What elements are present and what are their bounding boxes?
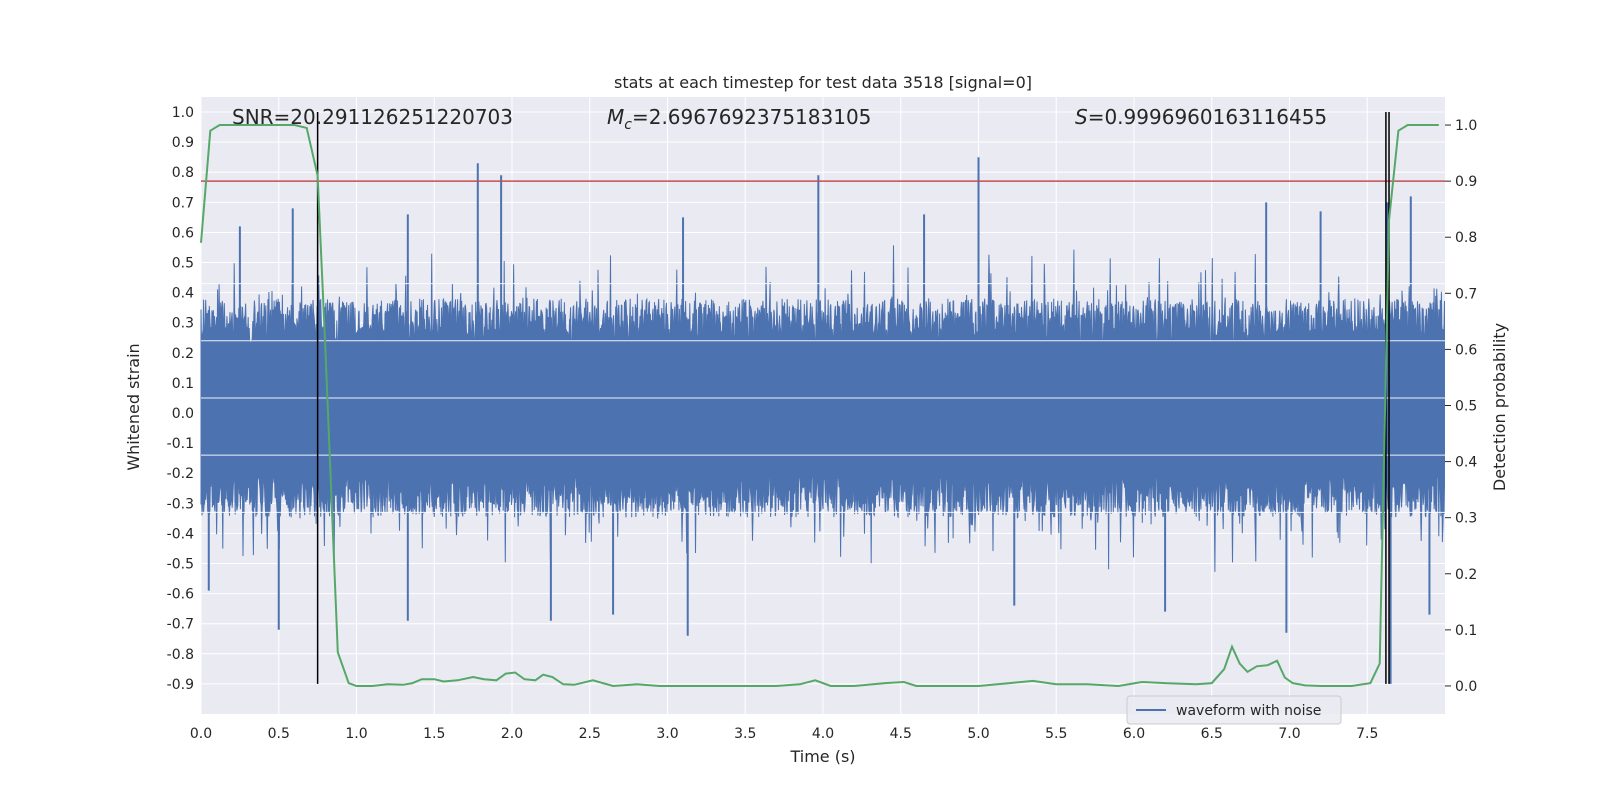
y-tick-label: 0.6 [172,225,194,241]
y-tick-label: -0.8 [167,647,194,663]
stat-s-annotation: S=0.9996960163116455 [1075,105,1327,129]
y2-tick-label: 0.4 [1455,455,1477,471]
y-tick-label: -0.9 [167,677,194,693]
y-tick-label: 0.9 [172,135,194,151]
x-tick-label: 0.5 [268,726,290,742]
chart-title: stats at each timestep for test data 351… [614,73,1032,92]
y2-tick-label: 0.5 [1455,399,1477,415]
probability-line [200,124,1439,688]
y-tick-label: -0.6 [167,587,194,603]
y2-tick-label: 0.1 [1455,623,1477,639]
y2-tick-label: 0.9 [1455,174,1477,190]
y-tick-label: -0.4 [167,526,194,542]
y-tick-label: 0.7 [172,195,194,211]
y-tick-label: 0.8 [172,165,194,181]
y2-tick-label: 0.6 [1455,342,1477,358]
x-axis-ticks: 0.0 0.5 1.0 1.5 2.0 2.5 3.0 3.5 4.0 4.5 5.0 5.5 6.0 6… [190,726,1379,742]
x-tick-label: 1.5 [423,726,445,742]
x-tick-label: 7.5 [1356,726,1378,742]
legend-box [1126,695,1342,725]
y-tick-label: -0.3 [167,496,194,512]
right-axis-ticks: 0.0 0.1 0.2 0.3 0.4 0.5 0.6 0.7 0.8 0.9 1.0 [1445,118,1477,695]
y-tick-label: 0.1 [172,376,194,392]
x-tick-label: 4.5 [890,726,912,742]
stat-s-symbol: S [1075,105,1088,129]
y2-tick-label: 0.0 [1455,679,1477,695]
x-tick-label: 2.0 [501,726,523,742]
x-tick-label: 3.5 [734,726,756,742]
y-tick-label: -0.7 [167,617,194,633]
y-tick-label: 0.4 [172,286,194,302]
snr-annotation: SNR=20.291126251220703 [232,105,513,129]
x-tick-label: 6.0 [1123,726,1145,742]
y-tick-label: -0.5 [167,557,194,573]
y-tick-label: -0.2 [167,466,194,482]
y-tick-label: 0.5 [172,256,194,272]
x-tick-label: 3.0 [656,726,678,742]
left-axis-ticks: -0.9 -0.8 -0.7 -0.6 -0.5 -0.4 -0.3 -0.2 -0.1 0.0 0… [167,105,194,693]
x-tick-label: 2.5 [579,726,601,742]
waveform-series [200,157,1445,684]
x-tick-label: 7.0 [1278,726,1300,742]
x-tick-label: 6.5 [1201,726,1223,742]
y2-tick-label: 0.2 [1455,567,1477,583]
legend: waveform with noise [1126,695,1342,725]
y-tick-label: 0.3 [172,316,194,332]
x-axis-label: Time (s) [789,747,855,766]
chirp-mass-symbol: M [607,105,624,129]
y-tick-label: 0.2 [172,346,194,362]
y-tick-label: 0.0 [172,406,194,422]
x-tick-label: 1.0 [345,726,367,742]
probability-series [200,124,1439,688]
chirp-mass-subscript: c [624,117,632,133]
y-axis-label: Whitened strain [124,343,143,470]
y2-tick-label: 0.8 [1455,230,1477,246]
x-tick-label: 0.0 [190,726,212,742]
x-tick-label: 5.0 [967,726,989,742]
y-tick-label: 1.0 [172,105,194,121]
x-tick-label: 4.0 [812,726,834,742]
x-tick-label: 5.5 [1045,726,1067,742]
stat-s-value: =0.9996960163116455 [1088,105,1327,129]
y2-axis-label: Detection probability [1490,323,1509,491]
y-tick-label: -0.1 [167,436,194,452]
legend-label: waveform with noise [1176,703,1321,719]
waveform-envelope [200,245,1445,572]
y2-tick-label: 0.3 [1455,511,1477,527]
y2-tick-label: 1.0 [1455,118,1477,134]
y2-tick-label: 0.7 [1455,286,1477,302]
chirp-mass-value: =2.6967692375183105 [632,105,871,129]
chirp-mass-annotation: Mc=2.6967692375183105 [607,105,871,133]
